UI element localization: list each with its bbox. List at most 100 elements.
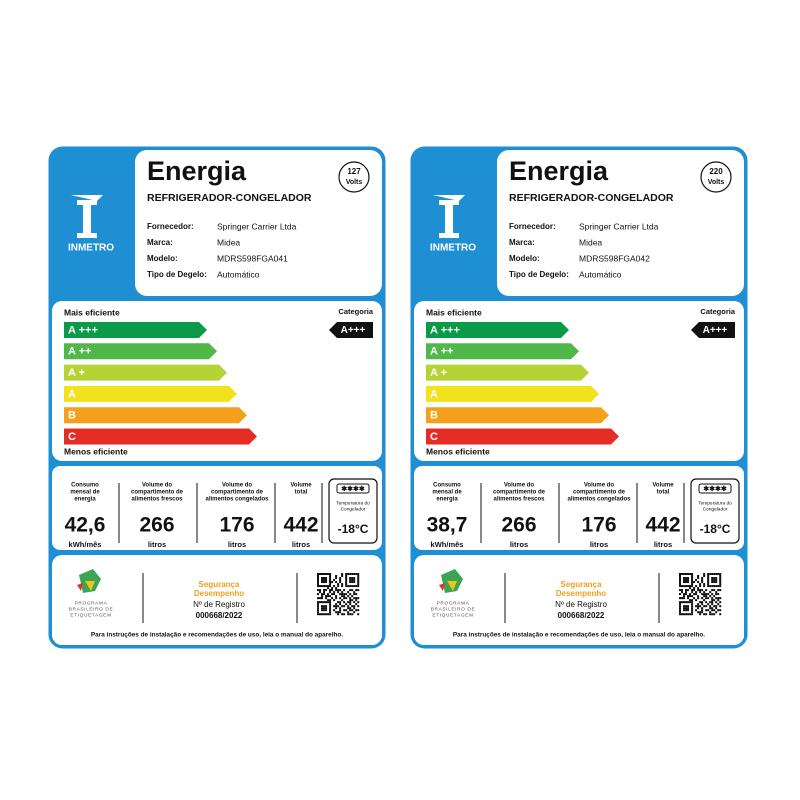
efficiency-class: A +: [68, 367, 85, 379]
stat-label: Volume: [290, 483, 312, 489]
qr-module: [703, 605, 706, 608]
qr-module: [683, 595, 686, 598]
qr-module: [679, 577, 682, 580]
qr-module: [681, 585, 684, 588]
qr-module: [357, 585, 360, 588]
qr-module: [343, 597, 346, 600]
qr-module: [347, 605, 350, 608]
qr-module: [689, 593, 692, 596]
qr-module: [355, 589, 358, 592]
qr-module: [697, 577, 700, 580]
qr-module: [711, 585, 714, 588]
qr-module: [687, 607, 690, 610]
qr-module: [703, 585, 706, 588]
qr-module: [325, 579, 328, 582]
qr-module: [357, 581, 360, 584]
qr-module: [317, 573, 320, 576]
qr-module: [687, 577, 690, 580]
efficiency-arrow: [426, 385, 599, 402]
qr-module: [327, 587, 330, 590]
qr-module: [687, 601, 690, 604]
qr-module: [349, 609, 352, 612]
stat-value: 176: [219, 514, 254, 537]
field-label: Tipo de Degelo:: [147, 270, 207, 279]
qr-module: [711, 603, 714, 606]
qr-module: [719, 579, 722, 582]
stat-label: mensal de: [70, 490, 100, 496]
qr-module: [717, 589, 720, 592]
field-label: Marca:: [147, 238, 173, 247]
qr-module: [719, 601, 722, 604]
qr-module: [329, 583, 332, 586]
registry-line1: Segurança: [199, 580, 240, 589]
qr-module: [691, 613, 694, 616]
qr-module: [683, 579, 686, 582]
qr-module: [719, 589, 722, 592]
qr-module: [335, 587, 338, 590]
qr-module: [323, 585, 326, 588]
qr-module: [339, 611, 342, 614]
qr-module: [357, 577, 360, 580]
qr-module: [333, 605, 336, 608]
qr-module: [705, 613, 708, 616]
efficiency-class: C: [430, 431, 438, 443]
qr-module: [331, 593, 334, 596]
program-name: PROGRAMA: [437, 600, 470, 606]
qr-module: [345, 579, 348, 582]
qr-module: [329, 591, 332, 594]
registry-line2: Desempenho: [194, 589, 244, 598]
qr-module: [699, 601, 702, 604]
qr-module: [685, 577, 688, 580]
qr-module: [683, 593, 686, 596]
qr-module: [719, 577, 722, 580]
stat-unit: litros: [228, 540, 246, 549]
qr-module: [347, 591, 350, 594]
qr-module: [709, 607, 712, 610]
efficiency-class: A +: [430, 367, 447, 379]
qr-module: [321, 605, 324, 608]
qr-module: [319, 591, 322, 594]
voltage-badge: [338, 161, 370, 193]
stat-value: 42,6: [65, 514, 106, 537]
qr-module: [685, 593, 688, 596]
category-pointer: [329, 322, 373, 338]
efficiency-arrow: [64, 364, 227, 381]
qr-module: [701, 611, 704, 614]
qr-module: [349, 573, 352, 576]
qr-module: [329, 589, 332, 592]
qr-module: [323, 605, 326, 608]
qr-module: [345, 609, 348, 612]
efficiency-class: B: [430, 410, 438, 422]
stat-label: total: [295, 490, 308, 496]
qr-module: [701, 579, 704, 582]
qr-module: [337, 583, 340, 586]
qr-module: [683, 581, 686, 584]
qr-module: [341, 599, 344, 602]
subtitle: REFRIGERADOR-CONGELADOR: [147, 192, 312, 204]
qr-module: [679, 611, 682, 614]
stat-label: compartimento de: [211, 490, 264, 496]
qr-module: [691, 577, 694, 580]
qr-module: [329, 609, 332, 612]
qr-module: [713, 585, 716, 588]
qr-module: [357, 583, 360, 586]
qr-module: [345, 575, 348, 578]
qr-module: [353, 605, 356, 608]
qr-module: [679, 603, 682, 606]
qr-module: [713, 581, 716, 584]
efficiency-arrow: [426, 364, 589, 381]
qr-module: [333, 599, 336, 602]
qr-module: [717, 593, 720, 596]
qr-module: [707, 583, 710, 586]
category: A+++: [703, 325, 728, 336]
qr-module: [691, 601, 694, 604]
qr-module: [321, 579, 324, 582]
qr-module: [317, 583, 320, 586]
efficiency-arrow: [426, 322, 569, 338]
freezer-label: Congelador: [341, 506, 366, 512]
stat-value: 266: [501, 514, 536, 537]
qr-module: [697, 603, 700, 606]
qr-module: [349, 613, 352, 616]
qr-module: [699, 613, 702, 616]
qr-module: [715, 593, 718, 596]
